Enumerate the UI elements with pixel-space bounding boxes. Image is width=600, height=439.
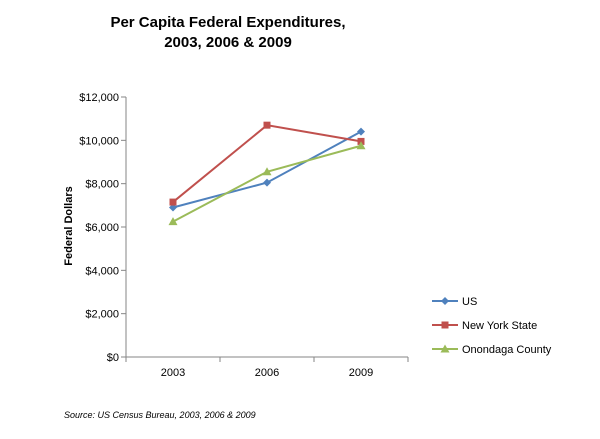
y-tick-label: $0 (107, 352, 119, 364)
data-point (263, 178, 271, 187)
y-tick-label: $8,000 (85, 179, 119, 191)
legend-marker (440, 344, 450, 353)
data-point (168, 217, 178, 226)
y-tick-label: $4,000 (85, 265, 119, 277)
y-tick-label: $10,000 (79, 135, 119, 147)
series-layer (168, 121, 366, 226)
data-point (169, 198, 177, 206)
x-tick-label: 2006 (255, 367, 279, 379)
series-new-york-state (169, 121, 365, 206)
y-tick-label: $12,000 (79, 92, 119, 104)
data-point (357, 127, 365, 136)
data-point (263, 121, 271, 129)
chart-title: Per Capita Federal Expenditures, 2003, 20… (110, 14, 345, 51)
legend-item: US (432, 296, 477, 308)
data-point (262, 167, 272, 176)
legend-marker (441, 321, 449, 329)
source-note: Source: US Census Bureau, 2003, 2006 & 2… (64, 410, 256, 420)
chart-title-line: Per Capita Federal Expenditures, (110, 14, 345, 31)
legend-label: New York State (462, 320, 537, 332)
axes: $0 $2,000 $4,000 $6,000 $8,000 $10,000 $12,000… (79, 92, 409, 379)
series-line (172, 124, 362, 203)
legend-marker (441, 297, 449, 305)
x-tick-label: 2009 (349, 367, 373, 379)
data-point (356, 141, 366, 150)
chart-title-line: 2003, 2006 & 2009 (164, 34, 292, 51)
y-axis-label: Federal Dollars (63, 186, 75, 265)
legend-item: New York State (432, 320, 537, 332)
y-tick-label: $6,000 (85, 222, 119, 234)
legend-label: US (462, 296, 477, 308)
x-tick-label: 2003 (161, 367, 185, 379)
y-tick-label: $2,000 (85, 309, 119, 321)
legend: US New York State Onondaga County (432, 296, 552, 356)
series-onondaga-county (168, 141, 366, 226)
legend-item: Onondaga County (432, 344, 552, 356)
legend-label: Onondaga County (462, 344, 552, 356)
